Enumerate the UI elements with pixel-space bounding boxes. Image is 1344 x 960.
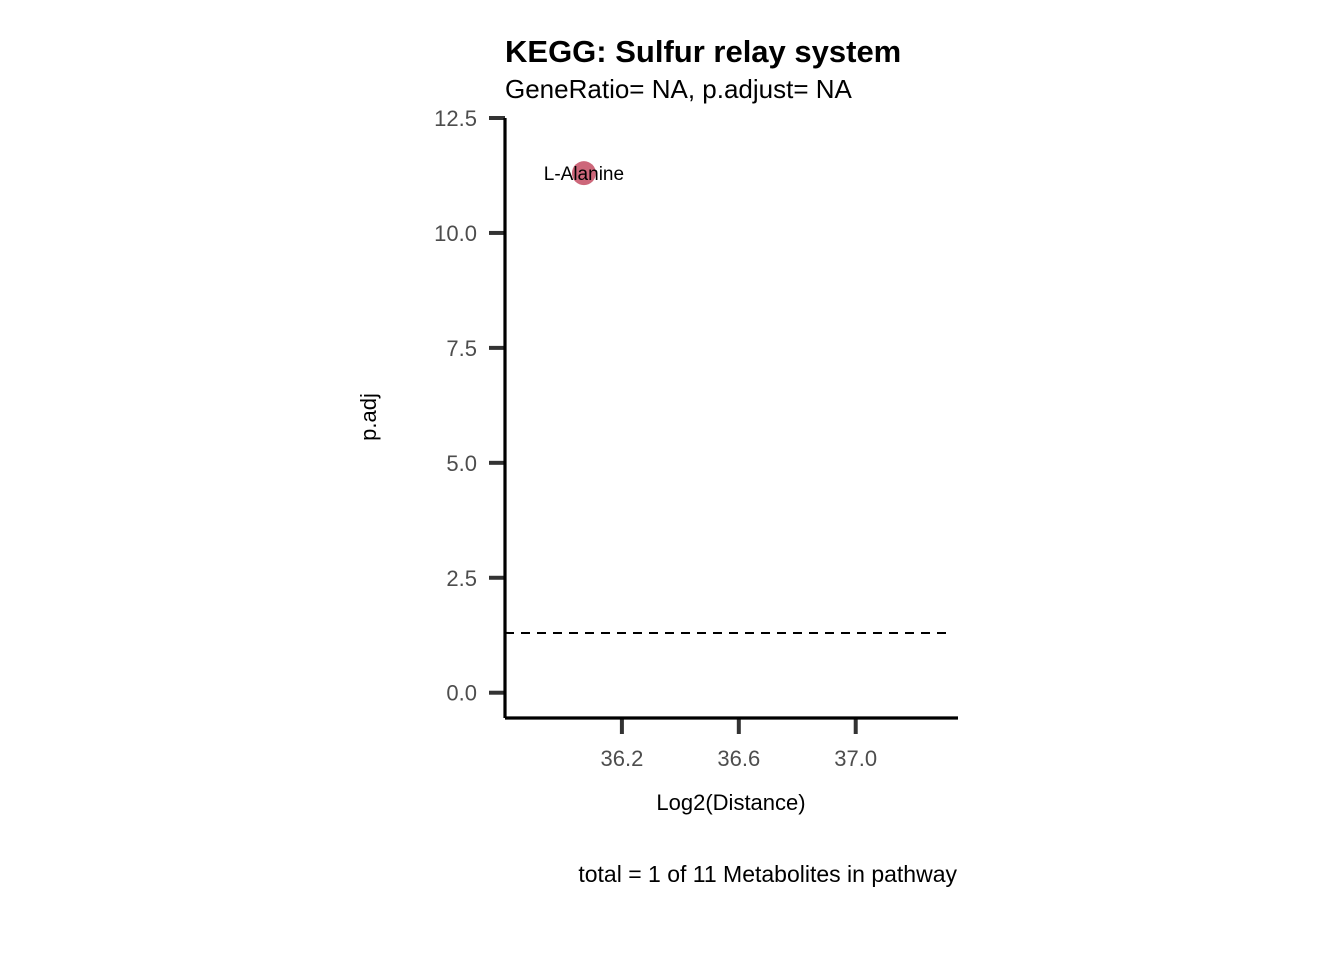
data-point bbox=[571, 161, 596, 186]
y-tick-label: 5.0 bbox=[446, 451, 477, 476]
chart-title: KEGG: Sulfur relay system bbox=[505, 34, 901, 69]
y-tick-label: 10.0 bbox=[434, 221, 477, 246]
y-tick-label: 2.5 bbox=[446, 566, 477, 591]
data-point-label: L-Alanine bbox=[544, 164, 624, 185]
y-axis-title: p.adj bbox=[356, 393, 381, 441]
x-tick-label: 37.0 bbox=[834, 746, 877, 771]
y-tick-label: 7.5 bbox=[446, 336, 477, 361]
chart-subtitle: GeneRatio= NA, p.adjust= NA bbox=[505, 74, 853, 104]
x-tick-label: 36.6 bbox=[717, 746, 760, 771]
y-axis-ticks: 0.0 2.5 5.0 7.5 10.0 12.5 bbox=[434, 106, 505, 706]
data-points: L-Alanine bbox=[544, 161, 624, 186]
y-tick-label: 12.5 bbox=[434, 106, 477, 131]
chart-caption: total = 1 of 11 Metabolites in pathway bbox=[578, 861, 957, 887]
y-tick-label: 0.0 bbox=[446, 681, 477, 706]
x-tick-label: 36.2 bbox=[600, 746, 643, 771]
x-axis-ticks: 36.2 36.6 37.0 bbox=[600, 718, 877, 771]
x-axis-title: Log2(Distance) bbox=[656, 790, 805, 815]
